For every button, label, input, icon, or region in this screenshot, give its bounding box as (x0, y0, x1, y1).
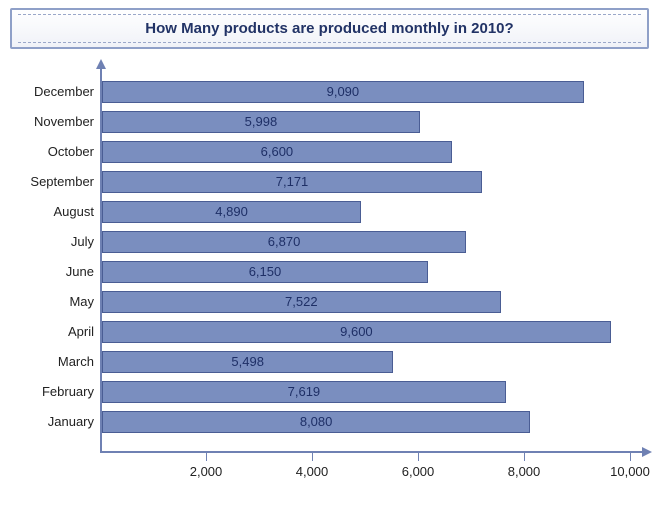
plot-region: December9,090 November5,998 October6,600 Se… (100, 67, 630, 453)
category-label: November (34, 111, 100, 133)
bar-row: October6,600 (100, 141, 630, 163)
category-label: March (58, 351, 100, 373)
chart-area: December9,090November5,998October6,600Se… (14, 67, 644, 487)
bar-row: July6,870 (100, 231, 630, 253)
x-tick-label: 6,000 (402, 464, 435, 479)
chart-title: How Many products are produced monthly i… (145, 20, 513, 37)
category-label: October (48, 141, 100, 163)
bar-value-label: 7,171 (102, 171, 482, 193)
category-label: April (68, 321, 100, 343)
bar-row: August4,890 (100, 201, 630, 223)
x-tick (418, 453, 419, 461)
bar-value-label: 8,080 (102, 411, 530, 433)
x-axis-arrow-icon (642, 447, 652, 457)
bar-row: March5,498 (100, 351, 630, 373)
x-tick (630, 453, 631, 461)
category-label: July (71, 231, 100, 253)
x-tick (206, 453, 207, 461)
x-tick (524, 453, 525, 461)
bar-value-label: 5,498 (102, 351, 393, 373)
category-label: September (30, 171, 100, 193)
category-label: December (34, 81, 100, 103)
bar-row: May7,522 (100, 291, 630, 313)
bar-row: June6,150 (100, 261, 630, 283)
x-tick-label: 2,000 (190, 464, 223, 479)
bar-value-label: 6,870 (102, 231, 466, 253)
x-tick-label: 4,000 (296, 464, 329, 479)
category-label: February (42, 381, 100, 403)
bar-value-label: 6,600 (102, 141, 452, 163)
bar-value-label: 4,890 (102, 201, 361, 223)
bar-row: September7,171 (100, 171, 630, 193)
bar-row: January8,080 (100, 411, 630, 433)
bar-value-label: 9,600 (102, 321, 611, 343)
bar-row: February7,619 (100, 381, 630, 403)
bar-row: November5,998 (100, 111, 630, 133)
bar-value-label: 7,619 (102, 381, 506, 403)
category-label: June (66, 261, 100, 283)
chart-container: How Many products are produced monthly i… (0, 0, 659, 510)
bar-value-label: 5,998 (102, 111, 420, 133)
x-tick-label: 10,000 (610, 464, 650, 479)
category-label: August (54, 201, 100, 223)
category-label: May (69, 291, 100, 313)
bar-value-label: 6,150 (102, 261, 428, 283)
bar-row: December9,090 (100, 81, 630, 103)
x-tick (312, 453, 313, 461)
bar-value-label: 9,090 (102, 81, 584, 103)
chart-title-box: How Many products are produced monthly i… (10, 8, 649, 49)
x-tick-label: 8,000 (508, 464, 541, 479)
category-label: January (48, 411, 100, 433)
bar-row: April9,600 (100, 321, 630, 343)
bar-value-label: 7,522 (102, 291, 501, 313)
